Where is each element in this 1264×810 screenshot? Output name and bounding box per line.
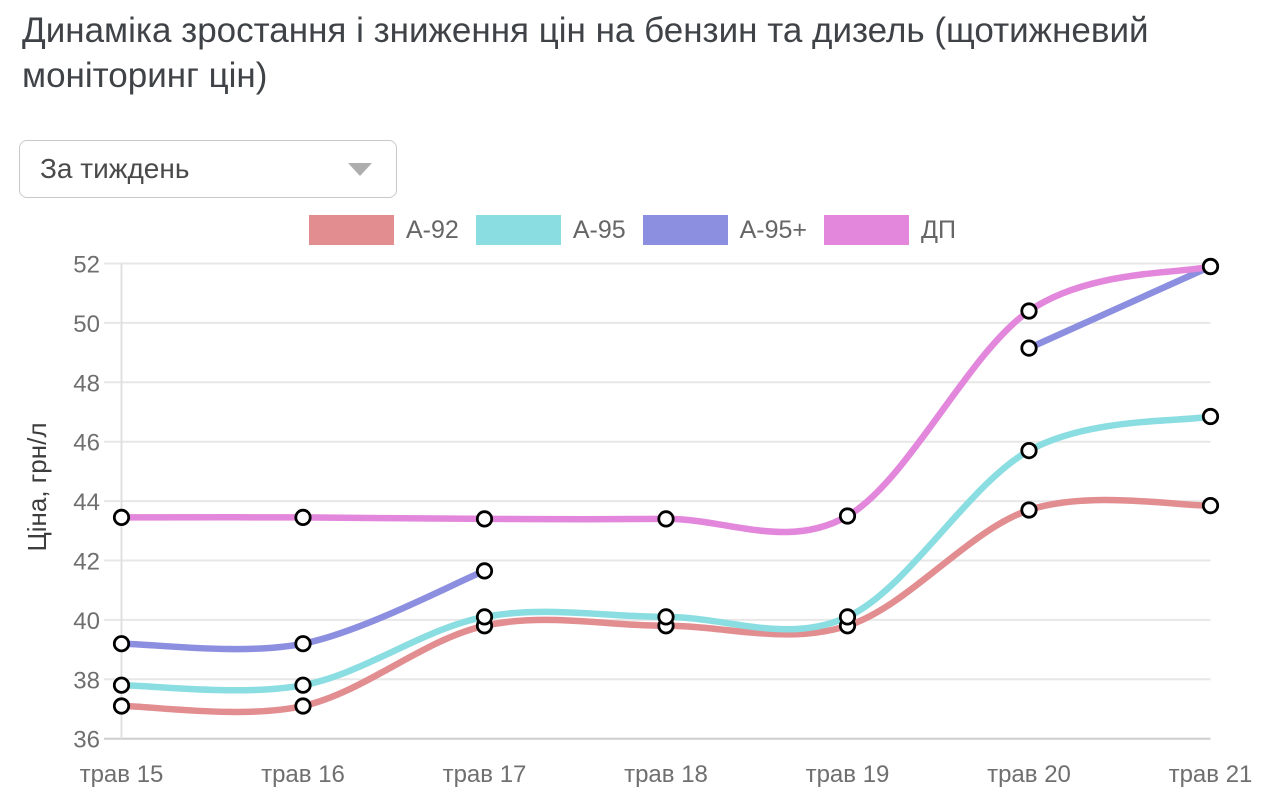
x-tick-label: трав 19: [806, 761, 890, 788]
y-axis-title: Ціна, грн/л: [22, 423, 52, 552]
data-point[interactable]: [838, 507, 857, 525]
y-tick-label: 44: [73, 489, 100, 516]
data-point[interactable]: [1201, 496, 1220, 515]
data-point[interactable]: [657, 608, 675, 626]
data-point[interactable]: [1201, 257, 1220, 276]
period-select[interactable]: За тиждень: [19, 140, 397, 198]
data-point[interactable]: [294, 697, 312, 715]
legend-swatch-icon: [309, 215, 394, 245]
data-point[interactable]: [657, 510, 675, 528]
data-point[interactable]: [475, 608, 494, 626]
x-tick-label: трав 20: [987, 761, 1071, 788]
data-point[interactable]: [112, 635, 131, 653]
chevron-down-icon: [348, 162, 372, 176]
data-point[interactable]: [112, 676, 131, 694]
legend-label: А-92: [406, 215, 459, 244]
data-point[interactable]: [1020, 302, 1038, 320]
legend-label: ДП: [921, 215, 956, 244]
data-point[interactable]: [1020, 441, 1038, 460]
legend-swatch-icon: [824, 215, 910, 245]
series-line: [1025, 263, 1214, 352]
legend-item[interactable]: А-92: [309, 215, 459, 245]
legend-label: А-95+: [739, 215, 808, 244]
legend-label: А-95: [572, 215, 626, 244]
y-tick-label: 48: [73, 370, 100, 397]
legend-swatch-icon: [475, 215, 561, 245]
data-point[interactable]: [475, 510, 494, 528]
y-tick-label: 46: [73, 430, 100, 457]
y-tick-label: 50: [73, 311, 100, 338]
legend-item[interactable]: А-95+: [642, 215, 808, 245]
series-line: [118, 496, 1214, 716]
y-tick-label: 42: [73, 549, 100, 576]
x-tick-label: трав 16: [261, 761, 345, 788]
series-line: [118, 413, 1214, 694]
data-point[interactable]: [112, 508, 131, 527]
period-select-value: За тиждень: [40, 153, 190, 184]
x-tick-label: трав 15: [80, 761, 164, 788]
series-line: [118, 263, 1214, 536]
chart-legend: А-92 А-95 А-95+ ДП: [309, 215, 973, 245]
data-point[interactable]: [294, 508, 312, 527]
legend-item[interactable]: А-95: [475, 215, 626, 245]
data-point[interactable]: [112, 697, 131, 715]
data-point[interactable]: [294, 676, 312, 694]
x-tick-label: трав 18: [624, 761, 708, 788]
y-tick-label: 36: [73, 727, 100, 754]
data-point[interactable]: [475, 562, 494, 580]
y-tick-label: 38: [73, 667, 100, 694]
legend-swatch-icon: [642, 215, 728, 245]
x-tick-label: трав 21: [1169, 761, 1253, 788]
data-point[interactable]: [1020, 501, 1038, 519]
y-tick-label: 40: [73, 608, 100, 635]
x-tick-label: трав 17: [443, 761, 527, 788]
data-point[interactable]: [1020, 339, 1038, 357]
legend-item[interactable]: ДП: [824, 215, 956, 245]
page-title: Динаміка зростання і зниження цін на бен…: [22, 11, 1149, 95]
y-tick-label: 52: [73, 252, 100, 279]
data-point[interactable]: [294, 635, 312, 653]
data-point[interactable]: [1201, 407, 1220, 426]
data-point[interactable]: [838, 608, 857, 626]
